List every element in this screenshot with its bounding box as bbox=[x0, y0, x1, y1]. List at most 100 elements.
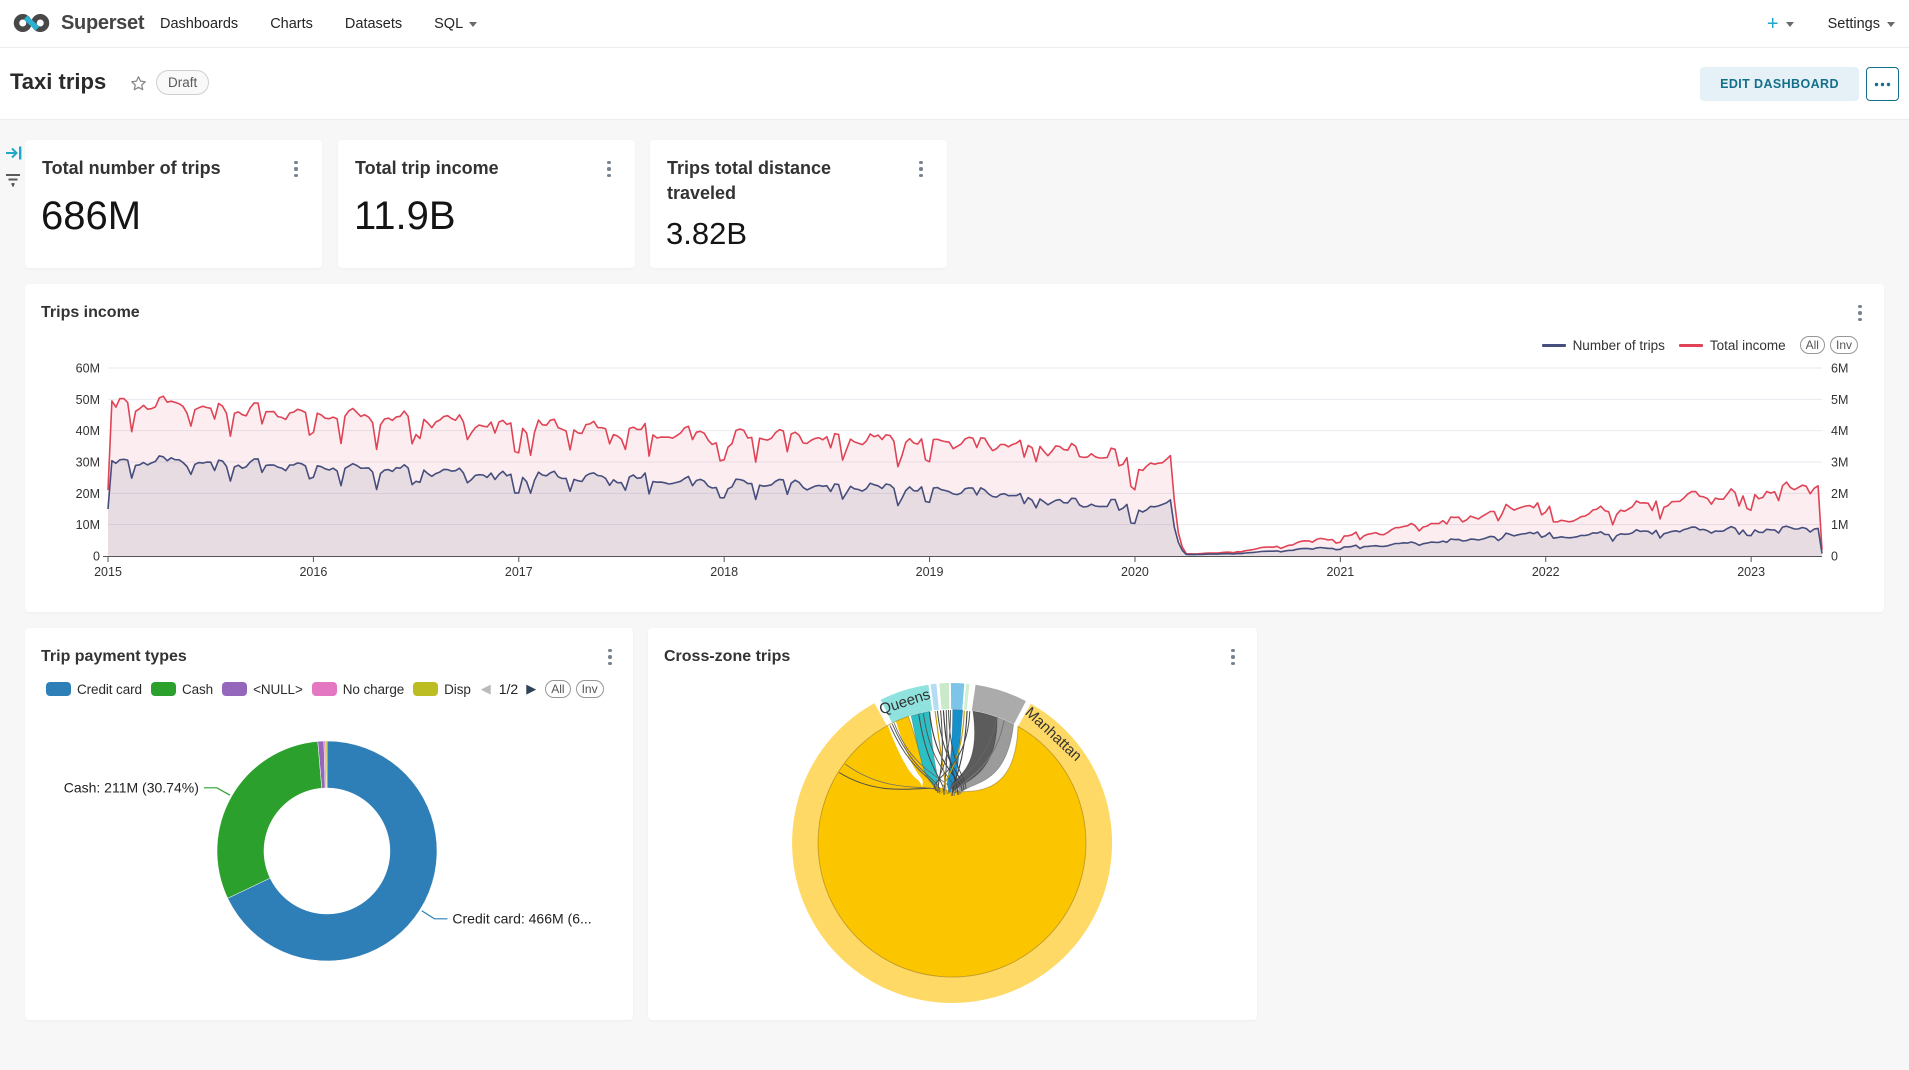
filter-icon[interactable] bbox=[5, 172, 21, 188]
chevron-down-icon bbox=[1887, 21, 1895, 27]
y-axis-left-tick-label: 30M bbox=[76, 456, 100, 470]
legend-inverse-button[interactable]: Inv bbox=[1829, 336, 1858, 354]
dashboard-more-button[interactable] bbox=[1866, 67, 1899, 101]
legend-label: Total income bbox=[1709, 337, 1786, 353]
navbar-right: + Settings bbox=[1767, 0, 1895, 48]
dot bbox=[1886, 82, 1891, 86]
legend-label: Number of trips bbox=[1572, 337, 1665, 353]
chord-ribbon-2[interactable] bbox=[910, 710, 938, 788]
y-axis-right-tick-label: 2M bbox=[1831, 487, 1848, 501]
kebab-menu-icon[interactable] bbox=[1225, 647, 1241, 667]
legend-label: Credit card bbox=[77, 681, 142, 697]
payment-types-legend: Credit card Cash <NULL> No charge Disp ◀ 1/2 ▶ A… bbox=[46, 680, 628, 698]
settings-label: Settings bbox=[1827, 16, 1880, 32]
kebab-menu-icon[interactable] bbox=[913, 159, 929, 179]
expand-filter-bar-icon[interactable] bbox=[5, 145, 22, 161]
legend-item-creditcard[interactable]: Credit card bbox=[46, 682, 142, 697]
brand-name: Superset bbox=[61, 11, 145, 34]
kebab-menu-icon[interactable] bbox=[1852, 303, 1868, 323]
kpi-title: Trips total distance traveled bbox=[667, 158, 832, 203]
series-line-total-income[interactable] bbox=[107, 395, 1823, 555]
legend-item-disp[interactable]: Disp bbox=[413, 682, 471, 697]
x-axis-tick-label: 2021 bbox=[1326, 565, 1354, 579]
x-axis-tick-label: 2020 bbox=[1121, 565, 1149, 579]
legend-item-total-income[interactable]: Total income bbox=[1678, 337, 1786, 353]
kebab-menu-icon[interactable] bbox=[601, 159, 617, 179]
edit-dashboard-button[interactable]: EDIT DASHBOARD bbox=[1700, 67, 1859, 101]
kebab-menu-icon[interactable] bbox=[602, 647, 618, 667]
legend-pager-label: 1/2 bbox=[498, 681, 519, 697]
chord-arc-zone-4[interactable] bbox=[950, 682, 965, 710]
legend-swatch bbox=[1541, 343, 1566, 347]
legend-swatch bbox=[413, 682, 439, 696]
chord-arc-zone-6[interactable] bbox=[971, 684, 1026, 725]
chord-thread bbox=[941, 710, 965, 794]
kebab-menu-icon[interactable] bbox=[288, 159, 304, 179]
chart-title-cross-zone: Cross-zone trips bbox=[664, 648, 791, 665]
series-area-number-of-trips bbox=[108, 455, 1822, 556]
chord-thread bbox=[934, 711, 947, 795]
legend-label: <NULL> bbox=[253, 681, 303, 697]
chord-arc-zone-3[interactable] bbox=[939, 683, 950, 710]
payment-types-donut-chart[interactable]: Cash: 211M (30.74%) Credit card: 466M (6.… bbox=[25, 706, 633, 1016]
x-axis-tick-label: 2023 bbox=[1737, 565, 1765, 579]
nav-item-label: SQL bbox=[434, 16, 464, 32]
dashboard-title: Taxi trips bbox=[10, 69, 107, 94]
nav-item-datasets[interactable]: Datasets bbox=[345, 16, 402, 32]
legend-item-number-of-trips[interactable]: Number of trips bbox=[1541, 337, 1665, 353]
settings-menu[interactable]: Settings bbox=[1828, 16, 1895, 32]
chart-title-trips-income: Trips income bbox=[41, 304, 140, 321]
legend-label: No charge bbox=[342, 681, 405, 697]
chord-arc-zone-5[interactable] bbox=[963, 683, 970, 710]
kpi-title: Total trip income bbox=[355, 158, 499, 178]
kpi-value: 3.82B bbox=[666, 216, 748, 251]
legend-label: Disp bbox=[444, 681, 471, 697]
legend-pager-next-icon[interactable]: ▶ bbox=[526, 681, 537, 696]
arrow-right bbox=[6, 147, 18, 159]
nav-item-charts[interactable]: Charts bbox=[270, 16, 313, 32]
legend-pager: ◀ 1/2 ▶ bbox=[481, 681, 536, 697]
chord-thread bbox=[918, 714, 945, 794]
cross-zone-chart-card: Cross-zone trips Manhattan Queens bbox=[648, 628, 1257, 1020]
donut-slice-creditcard[interactable] bbox=[227, 740, 438, 962]
legend-item-null[interactable]: <NULL> bbox=[222, 682, 303, 697]
x-axis-tick-label: 2015 bbox=[94, 565, 122, 579]
legend-pager-prev-icon[interactable]: ◀ bbox=[480, 681, 491, 696]
donut-slice-disp[interactable] bbox=[325, 740, 328, 789]
favorite-star-icon[interactable] bbox=[130, 75, 147, 92]
star-outline bbox=[131, 76, 146, 91]
draft-status-badge: Draft bbox=[156, 70, 210, 95]
nav-item-dashboards[interactable]: Dashboards bbox=[160, 16, 238, 32]
legend-select-all-button[interactable]: All bbox=[545, 680, 571, 698]
legend-item-nocharge[interactable]: No charge bbox=[311, 681, 405, 697]
kpi-value: 11.9B bbox=[354, 194, 456, 238]
donut-slice-cash[interactable] bbox=[216, 741, 323, 899]
y-axis-right-tick-label: 3M bbox=[1831, 456, 1848, 470]
legend-item-cash[interactable]: Cash bbox=[150, 681, 214, 697]
nav-item-label: Dashboards bbox=[160, 16, 239, 32]
y-axis-right-tick-label: 4M bbox=[1831, 424, 1848, 438]
y-axis-right-tick-label: 0 bbox=[1831, 550, 1838, 564]
legend-swatch bbox=[1678, 343, 1703, 347]
legend-inverse-button[interactable]: Inv bbox=[575, 680, 604, 698]
superset-brand[interactable]: Superset bbox=[10, 9, 144, 37]
legend-select-all-button[interactable]: All bbox=[1799, 336, 1825, 354]
trips-income-chart-card: Trips income Number of trips Total income… bbox=[25, 284, 1884, 612]
y-axis-left-tick-label: 60M bbox=[76, 362, 100, 376]
series-area-total-income bbox=[108, 396, 1822, 556]
chord-arc-queens[interactable] bbox=[880, 684, 933, 724]
new-item-menu[interactable]: + bbox=[1767, 14, 1794, 34]
dot bbox=[1880, 82, 1885, 86]
chord-thread bbox=[948, 709, 967, 790]
series-line-number-of-trips[interactable] bbox=[107, 455, 1823, 556]
trips-income-line-chart[interactable]: 0 0 10M 1M 20M 2M 30M 3M 40M 4M 50M 5M 60M 6M 2015 2016… bbox=[25, 352, 1884, 612]
x-axis-tick-label: 2016 bbox=[299, 565, 327, 579]
legend-swatch bbox=[150, 682, 176, 696]
kpi-title: Total number of trips bbox=[42, 158, 221, 178]
legend-label: Cash bbox=[181, 681, 214, 697]
nav-item-sql[interactable]: SQL bbox=[434, 16, 478, 32]
kpi-card-1: Total number of trips 686M bbox=[25, 140, 322, 268]
donut-label: Credit card: 466M (6... bbox=[452, 910, 591, 926]
chord-arc-zone-2[interactable] bbox=[930, 683, 939, 711]
